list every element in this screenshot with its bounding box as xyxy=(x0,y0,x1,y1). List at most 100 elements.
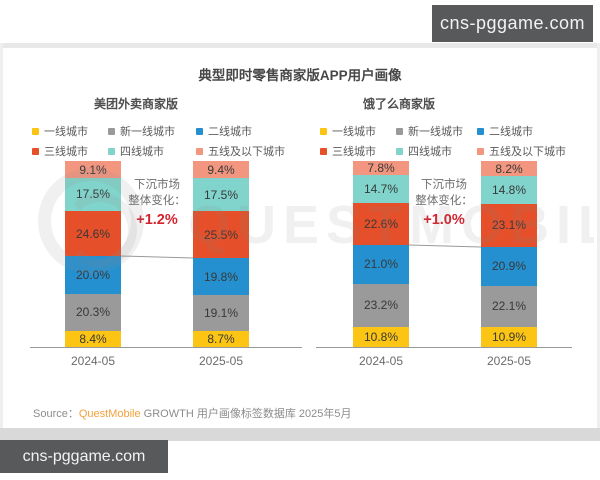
bar-segment-label: 17.5% xyxy=(203,187,239,202)
legend-swatch-tier4 xyxy=(108,147,115,155)
bar-segment-label: 23.2% xyxy=(363,298,399,313)
bar-segment-label: 23.1% xyxy=(491,218,527,233)
legend-right: 一线城市 新一线城市 二线城市 三线城市 四线城市 五线及以下城市 xyxy=(320,121,566,161)
annotation-text-line2: 整体变化： xyxy=(128,195,186,207)
bar-segment: 24.6% xyxy=(65,210,121,257)
x-axis-label: 2024-05 xyxy=(358,354,404,368)
annotation-text-line1: 下沉市场 xyxy=(134,179,180,191)
legend-label: 四线城市 xyxy=(120,146,164,158)
legend-item-tier2: 二线城市 xyxy=(196,121,285,141)
legend-swatch-tier5plus xyxy=(196,147,203,155)
bar-segment-label: 21.0% xyxy=(363,257,399,272)
bar-segment-label: 22.1% xyxy=(491,299,527,314)
legend-item-new-tier1: 新一线城市 xyxy=(108,121,196,141)
bar-segment: 22.1% xyxy=(481,285,537,327)
legend-label: 五线及以下城市 xyxy=(208,146,285,158)
bar-segment-label: 10.9% xyxy=(491,329,527,344)
source-brand: QuestMobile xyxy=(78,408,141,420)
legend-item-tier5plus: 五线及以下城市 xyxy=(477,141,566,161)
bar-segment: 17.5% xyxy=(65,178,121,211)
bar-segment: 8.2% xyxy=(481,161,537,177)
legend-item-tier1: 一线城市 xyxy=(32,121,108,141)
site-watermark-top: cns-pggame.com xyxy=(432,5,593,42)
source-label: Source： xyxy=(33,408,79,420)
bar-segment: 17.5% xyxy=(193,178,249,212)
bar-segment-label: 25.5% xyxy=(203,227,239,242)
legend-swatch-tier4 xyxy=(396,147,403,155)
legend-label: 新一线城市 xyxy=(408,126,463,138)
bar-segment-label: 9.1% xyxy=(79,162,107,177)
bar-segment-label: 19.8% xyxy=(203,269,239,284)
bar-segment-label: 19.1% xyxy=(203,306,239,321)
bar-segment: 14.8% xyxy=(481,176,537,204)
bar-segment-label: 8.7% xyxy=(207,331,235,346)
legend-item-tier2: 二线城市 xyxy=(477,121,566,141)
legend-label: 一线城市 xyxy=(332,126,376,138)
x-axis xyxy=(30,347,302,348)
card-left-edge xyxy=(0,43,3,428)
legend-label: 一线城市 xyxy=(44,126,88,138)
legend-swatch-new-tier1 xyxy=(108,127,115,135)
annotation: 下沉市场整体变化： +1.2% xyxy=(95,177,219,228)
x-axis-label: 2024-05 xyxy=(70,354,116,368)
bar-segment: 20.0% xyxy=(65,256,121,294)
bar-segment: 23.1% xyxy=(481,203,537,247)
legend-item-tier1: 一线城市 xyxy=(320,121,396,141)
legend-label: 三线城市 xyxy=(44,146,88,158)
legend-swatch-tier1 xyxy=(320,127,327,135)
annotation-value: +1.2% xyxy=(136,212,178,228)
card-right-edge xyxy=(597,43,600,428)
legend-swatch-new-tier1 xyxy=(396,127,403,135)
bar-segment: 22.6% xyxy=(353,202,409,245)
bar-segment: 23.2% xyxy=(353,283,409,327)
bar-segment: 9.4% xyxy=(193,161,249,179)
bar-segment: 19.8% xyxy=(193,258,249,296)
card-top-band xyxy=(0,43,600,48)
legend-label: 三线城市 xyxy=(332,146,376,158)
x-axis-label: 2025-05 xyxy=(486,354,532,368)
bar-segment: 19.1% xyxy=(193,295,249,331)
bar-segment-label: 20.3% xyxy=(75,305,111,320)
annotation-value: +1.0% xyxy=(423,212,465,228)
bar-segment: 8.7% xyxy=(193,330,249,347)
bar-segment: 25.5% xyxy=(193,211,249,259)
bar-segment: 20.3% xyxy=(65,293,121,332)
legend-swatch-tier2 xyxy=(196,127,203,135)
bar-segment-label: 8.4% xyxy=(79,332,107,347)
legend-item-tier3: 三线城市 xyxy=(320,141,396,161)
legend-item-tier4: 四线城市 xyxy=(396,141,477,161)
bar-segment: 9.1% xyxy=(65,161,121,179)
bar-segment: 14.7% xyxy=(353,175,409,203)
bar-segment: 20.9% xyxy=(481,246,537,286)
legend-item-new-tier1: 新一线城市 xyxy=(396,121,477,141)
subtitle-meituan-merchant: 美团外卖商家版 xyxy=(94,97,179,111)
legend-item-tier5plus: 五线及以下城市 xyxy=(196,141,285,161)
connector-line xyxy=(120,255,194,259)
source-line: Source：QuestMobile GROWTH 用户画像标签数据库 2025… xyxy=(33,405,351,421)
bar-segment: 21.0% xyxy=(353,244,409,284)
x-axis-label: 2025-05 xyxy=(198,354,244,368)
legend-swatch-tier5plus xyxy=(477,147,484,155)
legend-swatch-tier3 xyxy=(320,147,327,155)
bar-segment: 8.4% xyxy=(65,331,121,347)
bar-segment: 10.8% xyxy=(353,326,409,347)
x-axis xyxy=(316,347,572,348)
legend-swatch-tier2 xyxy=(477,127,484,135)
source-text: GROWTH 用户画像标签数据库 2025年5月 xyxy=(140,408,352,420)
bar-segment-label: 24.6% xyxy=(75,226,111,241)
bar-segment-label: 17.5% xyxy=(75,187,111,202)
legend-label: 五线及以下城市 xyxy=(489,146,566,158)
annotation-text-line1: 下沉市场 xyxy=(421,179,467,191)
annotation-text-line2: 整体变化： xyxy=(415,195,473,207)
annotation: 下沉市场整体变化： +1.0% xyxy=(382,177,506,228)
bar-segment: 7.8% xyxy=(353,160,409,176)
bar-segment-label: 9.4% xyxy=(207,162,235,177)
bar-segment-label: 20.9% xyxy=(491,259,527,274)
legend-item-tier3: 三线城市 xyxy=(32,141,108,161)
bar-segment-label: 10.8% xyxy=(363,329,399,344)
legend-left: 一线城市 新一线城市 二线城市 三线城市 四线城市 五线及以下城市 xyxy=(32,121,285,161)
site-watermark-bottom: cns-pggame.com xyxy=(0,440,168,473)
legend-item-tier4: 四线城市 xyxy=(108,141,196,161)
